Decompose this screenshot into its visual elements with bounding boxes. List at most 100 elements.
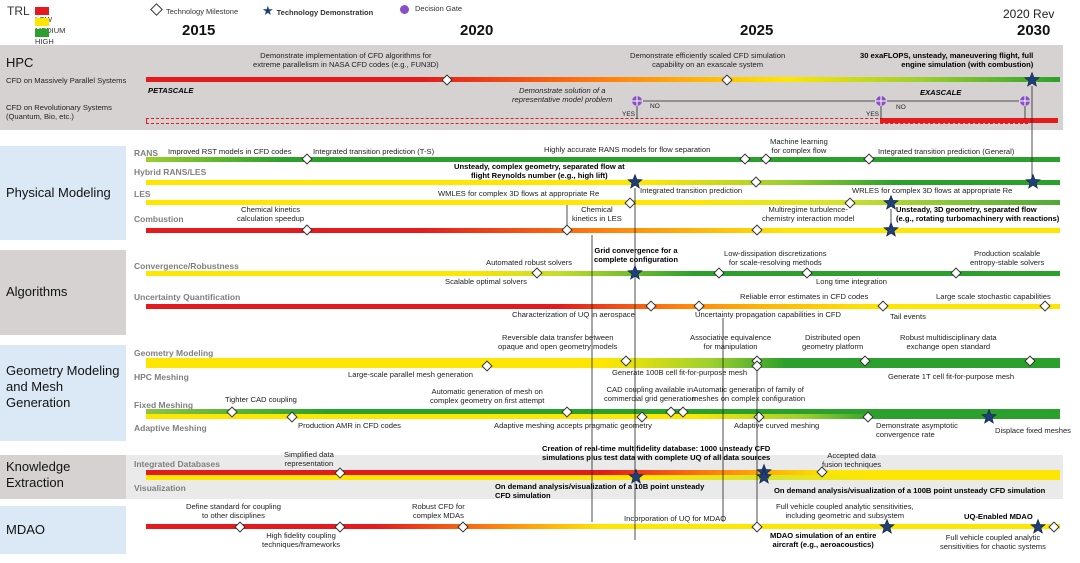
mdao-m8: Full vehicle coupled analytic sensitiviti…	[940, 533, 1046, 551]
bar-uq	[146, 304, 1060, 309]
mdao-m8-line2: sensitivities for chaotic systems	[940, 541, 1046, 551]
mdao-m1: Define standard for coupling to other dis…	[186, 502, 281, 520]
alg-m2: Scalable optimal solvers	[445, 277, 527, 286]
trl-high-swatch	[35, 29, 49, 38]
milestone-diamond-icon	[301, 224, 313, 236]
rans-m1: Improved RST models in CFD codes	[168, 147, 292, 156]
sub-rans: RANS	[134, 148, 159, 158]
alg-m3-line2: complete configuration	[594, 254, 678, 264]
comb-m3: Multiregime turbulence-chemistry interac…	[762, 205, 854, 223]
ad-m5: Displace fixed meshes	[995, 426, 1071, 435]
geo-m3: Distributed open geometry platform	[802, 333, 863, 351]
fixed-m4: Automatic generation of family of meshes …	[692, 385, 806, 403]
hpc-m4-line2: representative model problem	[512, 94, 613, 104]
fixed-m4-line2: meshes on complex configuration	[692, 393, 806, 403]
geo-m1-line2: opaque and open geometry models	[498, 341, 618, 351]
hpc-m1-line1: Demonstrate implementation of CFD algori…	[260, 51, 432, 60]
category-geometry: Geometry Modeling and Mesh Generation	[0, 345, 126, 441]
year-2030: 2030	[1017, 22, 1051, 39]
milestone-diamond-icon	[677, 406, 689, 418]
sub-convergence: Convergence/Robustness	[134, 261, 239, 271]
milestone-diamond-icon	[693, 300, 705, 312]
fixed-m1: Tighter CAD coupling	[225, 395, 297, 404]
hpc-no-1: NO	[650, 103, 660, 110]
bar-integrated-databases	[146, 470, 1060, 475]
hybrid-m1-line2: flight Reynolds number (e.g., high lift)	[470, 170, 608, 180]
trl-title: TRL	[7, 4, 30, 18]
milestone-diamond-icon	[334, 467, 346, 479]
milestone-diamond-icon	[862, 411, 874, 423]
fixed-m2-line2: complex geometry on first attempt	[430, 395, 545, 405]
milestone-diamond-icon	[739, 153, 751, 165]
legend-milestone-label: Technology Milestone	[166, 7, 239, 16]
milestone-diamond-icon	[531, 267, 543, 279]
uq-m3: Reliable error estimates in CFD codes	[740, 292, 869, 301]
milestone-diamond-icon	[561, 224, 573, 236]
sub-visualization: Visualization	[134, 483, 186, 493]
kn-m1-line2: representation	[284, 458, 334, 468]
category-hpc-label: HPC	[6, 55, 34, 70]
geo-m2: Associative equivalence for manipulation	[690, 333, 771, 351]
hpc-no-2: NO	[896, 104, 906, 111]
demonstration-star-icon	[883, 221, 899, 237]
comb-m2-line2: kinetics in LES	[572, 213, 622, 223]
fixed-m3: CAD coupling available in commercial grid…	[604, 385, 696, 403]
hpc-m2-line1: Demonstrate efficiently scaled CFD simul…	[630, 51, 786, 60]
category-knowledge: Knowledge Extraction	[0, 455, 126, 499]
mdao-m5-line2: including geometric and subsystem	[785, 510, 905, 520]
alg-m1: Automated robust solvers	[486, 258, 573, 267]
milestone-diamond-icon	[620, 355, 632, 367]
milestone-diamond-icon	[950, 267, 962, 279]
trl-medium: MEDIUM	[35, 17, 65, 35]
mdao-m3: Robust CFD for complex MDAs	[412, 502, 465, 520]
mdao-m4: Incorporation of UQ for MDAO	[624, 514, 727, 523]
kn-m2-line1: Creation of real-time multifidelity data…	[542, 444, 771, 453]
milestone-diamond-icon	[624, 197, 636, 209]
bar-combustion	[146, 228, 1060, 233]
fixed-m3-line2: commercial grid generation	[604, 393, 696, 403]
ad-m4-line1: Demonstrate asymptotic	[876, 421, 958, 430]
hpc-milestone-1: Demonstrate implementation of CFD algori…	[253, 51, 439, 69]
comb-m1-line2: calculation speedup	[237, 213, 305, 223]
hpcm-m2: Generate 100B cell fit-for-purpose mesh	[612, 368, 748, 377]
sub-hpc-meshing: HPC Meshing	[134, 372, 189, 382]
revision-label: 2020 Rev	[1003, 7, 1055, 21]
milestone-diamond-icon	[665, 406, 677, 418]
bar-rans	[146, 157, 1060, 162]
legend-demonstration: ★ Technology Demonstration	[262, 3, 373, 19]
sub-hybrid: Hybrid RANS/LES	[134, 167, 207, 177]
mdao-m6-line1: MDAO simulation of an entire	[770, 531, 877, 540]
sub-integrated-databases: Integrated Databases	[134, 459, 220, 469]
geo-m4-line1: Robust multidisciplinary data	[900, 333, 997, 342]
hpc-yes-1: YES	[622, 111, 636, 118]
mdao-m5: Full vehicle coupled analytic sensitivit…	[776, 502, 914, 520]
milestone-diamond-icon	[753, 411, 765, 423]
star-icon: ★	[262, 3, 274, 18]
rans-m4-line1: Machine learning	[770, 137, 828, 146]
ad-m4: Demonstrate asymptotic convergence rate	[876, 421, 958, 439]
milestone-diamond-icon	[801, 267, 813, 279]
comb-m2-line1: Chemical	[581, 205, 613, 214]
geo-m4-line2: exchange open standard	[906, 341, 991, 351]
category-hpc: HPC	[0, 45, 126, 130]
hpc-milestone-2: Demonstrate efficiently scaled CFD simul…	[630, 51, 786, 69]
year-2015: 2015	[182, 22, 216, 39]
milestone-diamond-icon	[1048, 521, 1060, 533]
milestone-diamond-icon	[481, 360, 493, 372]
comb-m1-line1: Chemical kinetics	[241, 205, 301, 214]
bar-hpc-meshing	[146, 363, 1060, 368]
milestone-diamond-icon	[636, 411, 648, 423]
vis-m1-line2: CFD simulation	[495, 490, 551, 500]
comb-m4: Unsteady, 3D geometry, separated flow (e.…	[896, 205, 1059, 223]
trl-low-swatch	[35, 7, 49, 16]
vis-m1-line1: On demand analysis/visualization of a 10…	[495, 482, 705, 491]
demonstration-star-icon	[1024, 71, 1040, 87]
hpc-yes-2: YES	[866, 111, 880, 118]
milestone-diamond-icon	[751, 224, 763, 236]
bar-hybrid	[146, 180, 1060, 185]
bar-fixed-meshing	[146, 409, 1060, 414]
legend-milestone: Technology Milestone	[150, 3, 239, 16]
sub-les: LES	[134, 189, 151, 199]
comb-m1: Chemical kinetics calculation speedup	[237, 205, 305, 223]
